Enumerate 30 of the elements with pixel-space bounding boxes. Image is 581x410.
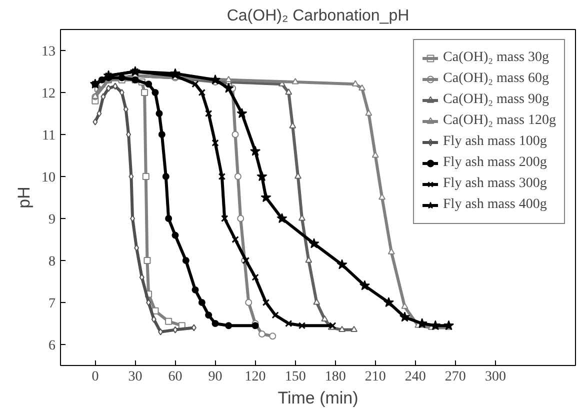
y-tick-label: 12 bbox=[42, 86, 56, 102]
x-tick-label: 150 bbox=[284, 370, 306, 384]
y-tick-label: 13 bbox=[42, 44, 56, 60]
y-tick-label: 8 bbox=[48, 254, 56, 270]
legend-label: Ca(OH)₂ mass 120g bbox=[443, 113, 556, 129]
legend-label: Ca(OH)₂ mass 30g bbox=[443, 50, 549, 66]
legend-label: Ca(OH)₂ mass 60g bbox=[443, 71, 549, 87]
x-tick-label: 240 bbox=[404, 370, 426, 384]
x-tick-label: 30 bbox=[128, 370, 142, 384]
legend-label: Fly ash mass 200g bbox=[443, 155, 547, 171]
x-tick-label: 60 bbox=[168, 370, 182, 384]
x-tick-label: 180 bbox=[324, 370, 346, 384]
chart-title: Ca(OH)₂ Carbonation_pH bbox=[226, 8, 410, 24]
y-axis-title: pH bbox=[14, 186, 34, 208]
y-tick-label: 6 bbox=[48, 338, 56, 354]
x-tick-label: 0 bbox=[92, 370, 99, 384]
x-tick-label: 90 bbox=[208, 370, 222, 384]
legend-label: Ca(OH)₂ mass 90g bbox=[443, 92, 549, 108]
x-tick-label: 120 bbox=[244, 370, 266, 384]
y-tick-label: 10 bbox=[42, 170, 56, 186]
x-tick-label: 210 bbox=[364, 370, 386, 384]
y-tick-label: 11 bbox=[42, 128, 56, 144]
x-axis-title: Time (min) bbox=[278, 388, 358, 408]
legend-label: Fly ash mass 300g bbox=[443, 176, 547, 192]
legend-label: Fly ash mass 100g bbox=[443, 134, 547, 150]
y-tick-label: 7 bbox=[48, 296, 56, 312]
x-tick-label: 270 bbox=[444, 370, 466, 384]
legend-label: Fly ash mass 400g bbox=[443, 197, 547, 213]
y-tick-label: 9 bbox=[48, 212, 56, 228]
x-tick-label: 300 bbox=[484, 370, 506, 384]
